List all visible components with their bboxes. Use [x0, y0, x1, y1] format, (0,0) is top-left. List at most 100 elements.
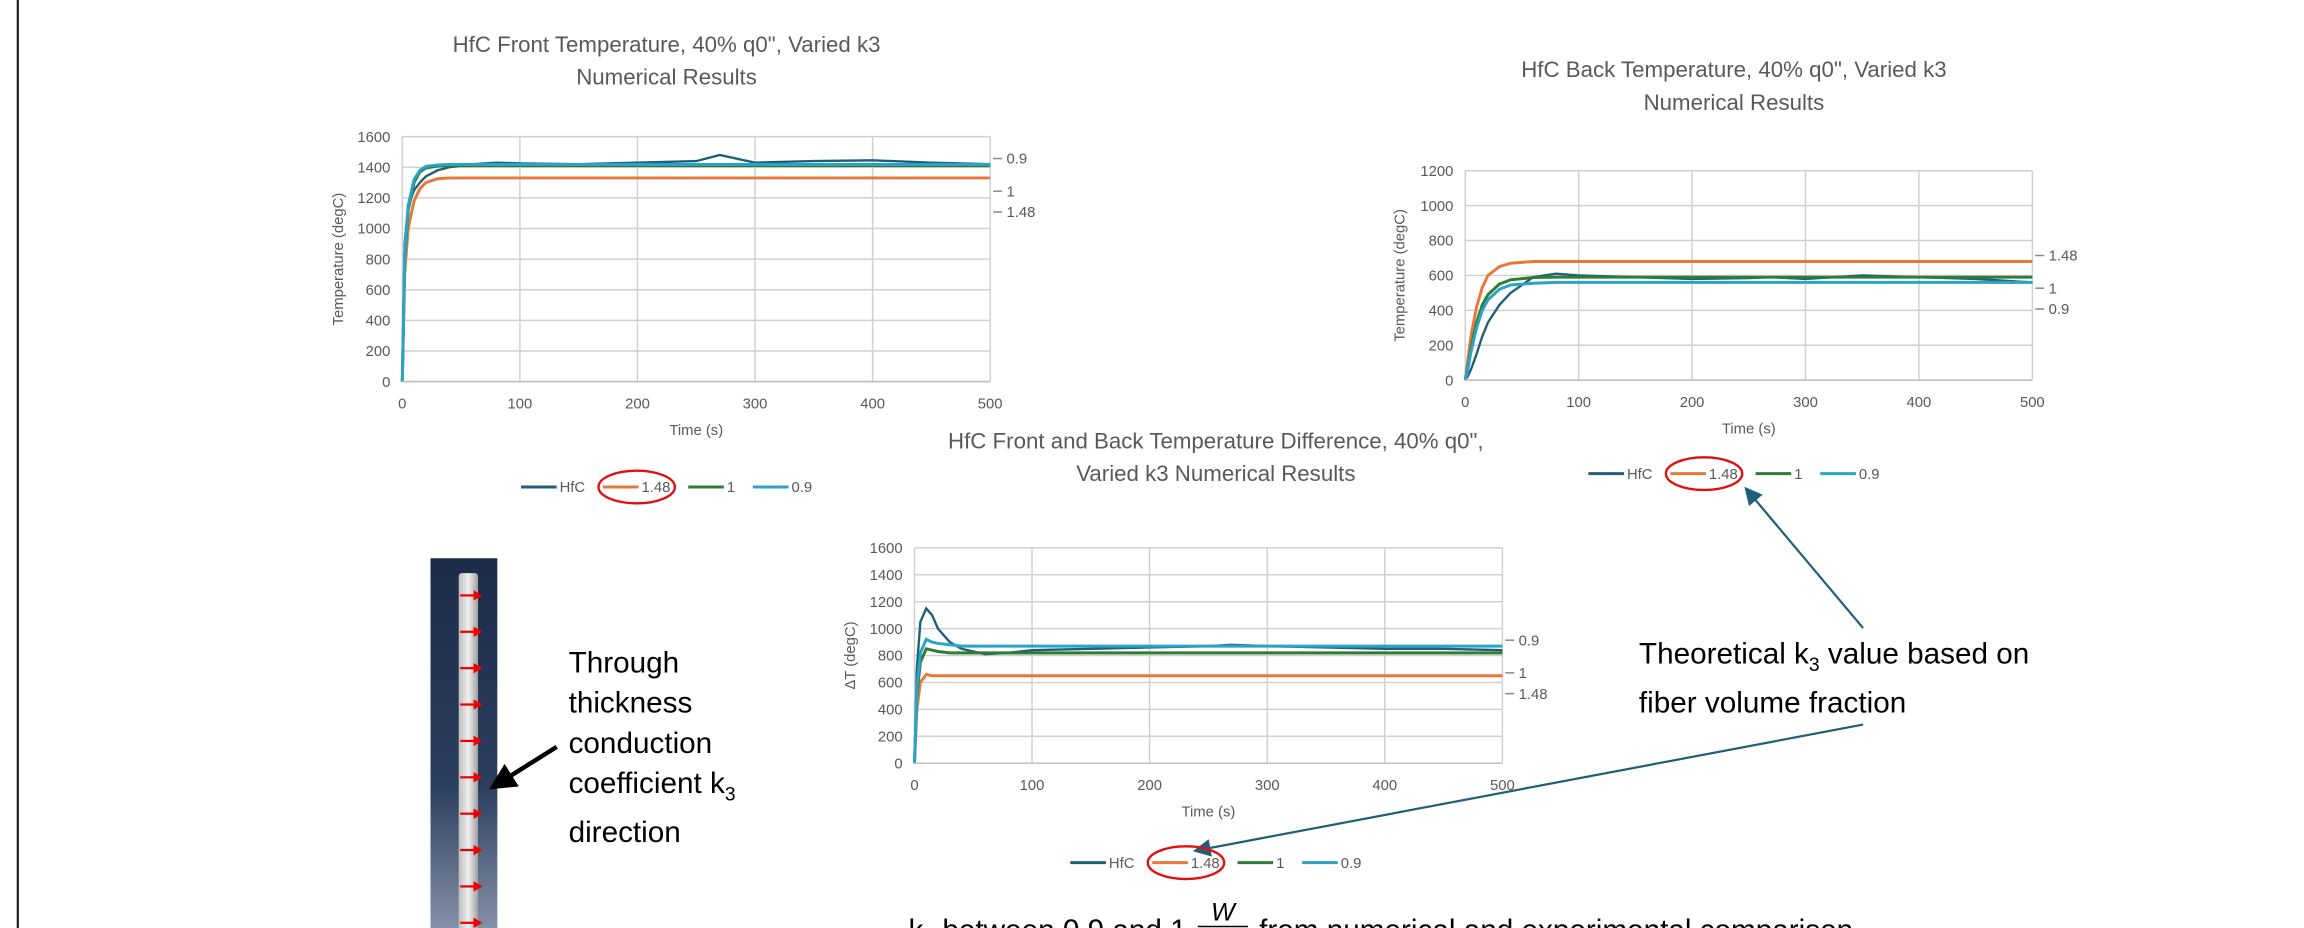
y-tick-label: 800 — [878, 649, 903, 665]
note-text: k — [909, 914, 924, 928]
fraction-numerator: W — [1211, 899, 1237, 927]
direction-note: Through thickness conduction coefficient… — [569, 644, 777, 852]
series-line — [1465, 282, 2032, 380]
conclusion: k3 between 0.9 and 1 WW from numerical a… — [909, 899, 1854, 928]
legend-label: 1.48 — [642, 480, 671, 496]
x-tick-label: 100 — [1020, 778, 1045, 794]
end-label: 1 — [1007, 184, 1015, 200]
y-axis-label: Temperature (degC) — [1392, 209, 1408, 342]
note-subscript: 3 — [725, 782, 736, 804]
chart-title: HfC Front and Back Temperature Differenc… — [934, 426, 1498, 491]
series-line — [914, 639, 1502, 763]
y-tick-label: 400 — [366, 314, 391, 330]
x-tick-label: 400 — [1372, 778, 1397, 794]
chart-title-box: HfC Front Temperature, 40% q0", Varied k… — [414, 30, 919, 104]
chart: HfC Front and Back Temperature Differenc… — [843, 426, 1547, 879]
y-tick-label: 1600 — [870, 541, 903, 557]
y-tick-label: 0 — [894, 756, 902, 772]
legend: HfC 1.48 1 0.9 — [1588, 457, 1879, 490]
y-tick-label: 1400 — [357, 160, 390, 176]
pointer-arrow — [1195, 725, 1863, 851]
note-text: direction — [569, 817, 681, 850]
y-tick-label: 0 — [382, 375, 390, 391]
end-label: 1.48 — [1519, 687, 1548, 703]
note-subscript: 3 — [1809, 653, 1820, 675]
pointer-arrow — [1746, 488, 1863, 628]
direction-arrow — [493, 747, 557, 787]
x-tick-label: 500 — [1490, 778, 1515, 794]
y-tick-label: 200 — [366, 344, 391, 360]
x-axis-label: Time (s) — [669, 423, 723, 439]
y-tick-label: 0 — [1445, 373, 1453, 389]
x-tick-label: 0 — [1461, 395, 1469, 411]
x-tick-label: 500 — [2020, 395, 2045, 411]
x-tick-label: 100 — [1566, 395, 1591, 411]
conclusion-text: k3 between 0.9 and 1 WW from numerical a… — [909, 914, 1854, 928]
end-label: 1.48 — [2049, 249, 2078, 265]
theoretical-note: Theoretical k3 value based on fiber volu… — [1639, 635, 2084, 724]
legend-label: 1 — [1276, 856, 1284, 872]
y-tick-label: 600 — [1429, 269, 1454, 285]
x-tick-label: 200 — [625, 396, 650, 412]
x-tick-label: 0 — [398, 396, 406, 412]
y-axis-label: Temperature (degC) — [331, 193, 347, 326]
y-tick-label: 400 — [878, 703, 903, 719]
legend: HfC 1.48 1 0.9 — [521, 471, 812, 504]
note-text: from numerical and experimental comparis… — [1251, 914, 1853, 928]
end-label: 1.48 — [1007, 205, 1036, 221]
legend-label: 1 — [1794, 467, 1802, 483]
end-label: 1 — [1519, 666, 1527, 682]
note-text: Through thickness conduction coefficient… — [569, 647, 725, 800]
legend-label: HfC — [1109, 856, 1135, 872]
x-tick-label: 500 — [978, 396, 1003, 412]
legend-label: HfC — [1627, 467, 1653, 483]
note-text: Theoretical k — [1639, 638, 1809, 671]
series-line — [402, 164, 990, 381]
series-line — [1465, 277, 2032, 380]
series-line — [914, 674, 1502, 763]
y-tick-label: 200 — [1429, 338, 1454, 354]
page: {"chart_data": [ {"type": "line", "title… — [0, 0, 2304, 928]
x-tick-label: 200 — [1680, 395, 1705, 411]
x-tick-label: 0 — [910, 778, 918, 794]
y-tick-label: 1200 — [1420, 164, 1453, 180]
chart-title: HfC Front Temperature, 40% q0", Varied k… — [414, 30, 919, 95]
y-tick-label: 1600 — [357, 130, 390, 146]
x-tick-label: 200 — [1137, 778, 1162, 794]
legend-label: 0.9 — [1859, 467, 1880, 483]
note-text: between 0.9 and 1 — [934, 914, 1195, 928]
legend-label: 0.9 — [1341, 856, 1362, 872]
y-tick-label: 200 — [878, 729, 903, 745]
series-line — [914, 608, 1502, 763]
legend-label: 1.48 — [1709, 467, 1738, 483]
legend: HfC 1.48 1 0.9 — [1070, 846, 1361, 879]
y-tick-label: 800 — [366, 252, 391, 268]
y-tick-label: 1000 — [1420, 199, 1453, 215]
legend-label: HfC — [560, 480, 586, 496]
series-line — [914, 649, 1502, 763]
y-tick-label: 600 — [366, 283, 391, 299]
legend-label: 1.48 — [1191, 856, 1220, 872]
end-label: 0.9 — [1007, 152, 1028, 168]
x-tick-label: 300 — [1255, 778, 1280, 794]
x-tick-label: 300 — [743, 396, 768, 412]
y-tick-label: 1000 — [870, 622, 903, 638]
x-tick-label: 100 — [508, 396, 533, 412]
chart: HfC Back Temperature, 40% q0", Varied k3… — [1392, 55, 2077, 490]
series-line — [1465, 261, 2032, 380]
legend-label: 0.9 — [791, 480, 812, 496]
legend-label: 1 — [727, 480, 735, 496]
x-tick-label: 400 — [1907, 395, 1932, 411]
x-axis-label: Time (s) — [1722, 422, 1776, 438]
x-tick-label: 300 — [1793, 395, 1818, 411]
y-tick-label: 1000 — [357, 222, 390, 238]
end-label: 0.9 — [2049, 302, 2070, 318]
y-tick-label: 600 — [878, 676, 903, 692]
y-tick-label: 400 — [1429, 304, 1454, 320]
series-line — [402, 155, 990, 382]
y-axis-label: ΔT (degC) — [843, 621, 859, 689]
end-label: 1 — [2049, 281, 2057, 297]
x-tick-label: 400 — [860, 396, 885, 412]
y-tick-label: 1200 — [870, 595, 903, 611]
chart-title-box: HfC Back Temperature, 40% q0", Varied k3… — [1482, 55, 1987, 129]
